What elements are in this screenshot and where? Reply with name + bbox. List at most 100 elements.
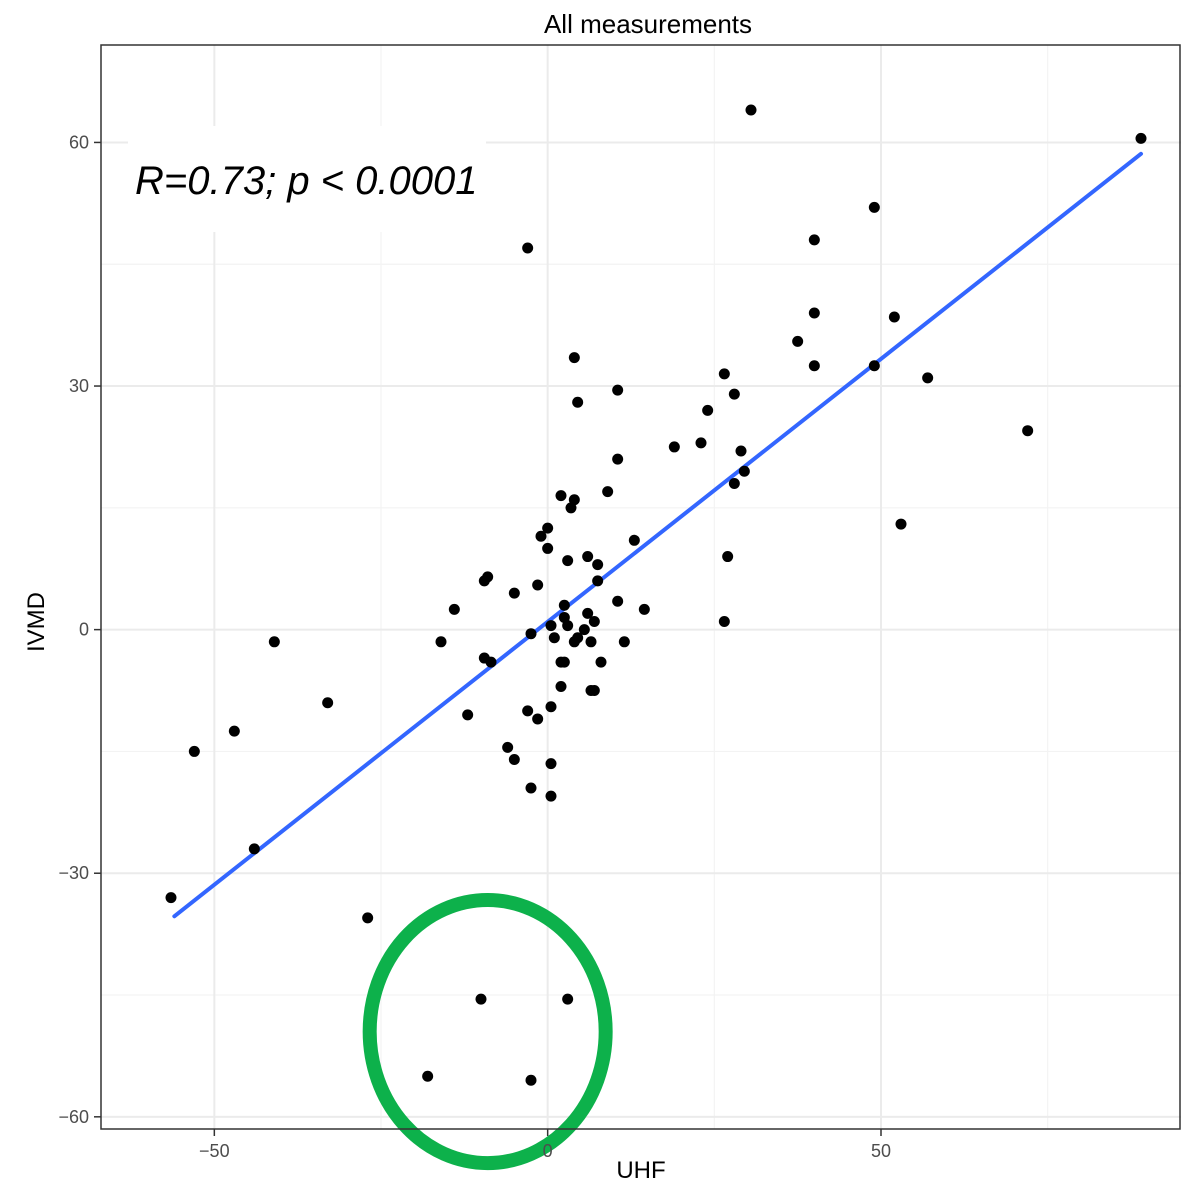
data-point	[508, 587, 520, 599]
data-point	[592, 559, 604, 571]
correlation-annotation: R=0.73; p < 0.0001	[135, 159, 478, 203]
data-point	[188, 745, 200, 757]
data-point	[362, 912, 374, 924]
data-point	[722, 551, 734, 563]
x-tick-label: 50	[871, 1141, 891, 1161]
data-point	[525, 782, 537, 794]
x-axis-title: UHF	[616, 1157, 665, 1184]
data-point	[545, 620, 557, 632]
data-point	[522, 705, 534, 717]
highlight-circle	[362, 893, 613, 1171]
data-point	[565, 502, 577, 514]
data-point	[268, 636, 280, 648]
data-point	[588, 616, 600, 628]
y-axis: −60 −30 0 30 60	[58, 132, 101, 1127]
y-tick-label: 0	[79, 620, 89, 640]
data-point	[568, 636, 580, 648]
data-point	[508, 754, 520, 766]
data-point	[612, 384, 624, 396]
data-point	[745, 104, 757, 116]
data-point	[165, 892, 177, 904]
data-point	[435, 636, 447, 648]
panel-border	[100, 44, 1181, 1130]
data-point	[532, 579, 544, 591]
data-point	[602, 486, 614, 498]
data-point	[612, 595, 624, 607]
data-point	[582, 607, 594, 619]
data-point	[525, 1074, 537, 1086]
data-point	[612, 453, 624, 465]
data-point	[585, 636, 597, 648]
data-point	[738, 465, 750, 477]
data-point	[718, 368, 730, 380]
data-point	[792, 335, 804, 347]
data-point	[588, 685, 600, 697]
data-point	[562, 993, 574, 1005]
y-tick-label: 30	[69, 376, 89, 396]
data-point	[448, 603, 460, 615]
data-point	[478, 575, 490, 587]
data-point	[1022, 425, 1034, 437]
data-point	[808, 307, 820, 319]
data-point	[228, 725, 240, 737]
data-point	[728, 388, 740, 400]
data-point	[728, 477, 740, 489]
data-point	[735, 445, 747, 457]
grid	[101, 45, 1181, 1129]
data-point	[548, 632, 560, 644]
data-point	[485, 656, 497, 668]
chart-title: All measurements	[544, 9, 752, 39]
data-point	[702, 404, 714, 416]
data-point	[558, 656, 570, 668]
data-point	[582, 551, 594, 563]
annotation-background	[128, 126, 486, 232]
data-point	[558, 599, 570, 611]
x-tick-label: 0	[543, 1141, 553, 1161]
y-tick-label: −30	[58, 863, 89, 883]
data-point	[545, 790, 557, 802]
data-point	[618, 636, 630, 648]
data-point	[868, 201, 880, 213]
data-point	[808, 234, 820, 246]
data-point	[422, 1070, 434, 1082]
data-point	[475, 993, 487, 1005]
data-point	[668, 441, 680, 453]
data-point	[562, 620, 574, 632]
data-point	[525, 628, 537, 640]
data-point	[718, 616, 730, 628]
data-point	[808, 360, 820, 372]
data-point	[578, 624, 590, 636]
data-points	[165, 104, 1147, 1086]
y-tick-label: −60	[58, 1107, 89, 1127]
x-tick-label: −50	[199, 1141, 230, 1161]
data-point	[542, 522, 554, 534]
data-point	[535, 530, 547, 542]
y-axis-title: IVMD	[23, 592, 50, 652]
data-point	[522, 242, 534, 254]
data-point	[555, 680, 567, 692]
data-point	[502, 741, 514, 753]
data-point	[322, 697, 334, 709]
data-point	[542, 542, 554, 554]
data-point	[592, 575, 604, 587]
y-tick-label: 60	[69, 132, 89, 152]
x-axis: −50 0 50	[199, 1129, 891, 1161]
data-point	[595, 656, 607, 668]
data-point	[895, 518, 907, 530]
plot-panel: R=0.73; p < 0.0001	[100, 44, 1181, 1171]
data-point	[562, 555, 574, 567]
data-point	[568, 352, 580, 364]
data-point	[545, 701, 557, 713]
data-point	[888, 311, 900, 323]
data-point	[532, 713, 544, 725]
data-point	[248, 843, 260, 855]
regression-line	[172, 151, 1143, 919]
data-point	[1135, 132, 1147, 144]
data-point	[545, 758, 557, 770]
data-point	[628, 534, 640, 546]
data-point	[462, 709, 474, 721]
data-point	[572, 396, 584, 408]
data-point	[638, 603, 650, 615]
data-point	[922, 372, 934, 384]
